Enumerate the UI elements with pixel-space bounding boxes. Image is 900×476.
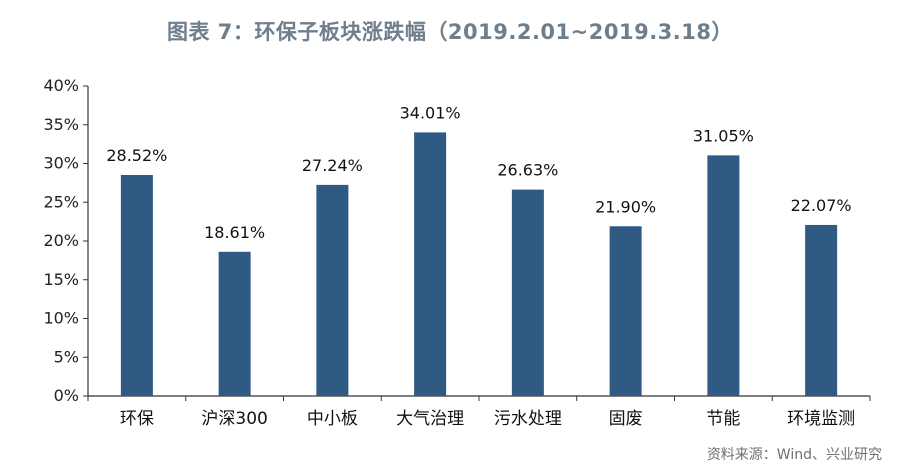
bars — [120, 132, 838, 397]
y-axis-ticks: 0% 5% 10% 15% 20% 25% 30% 35% 40% — [43, 76, 88, 405]
bar — [218, 251, 251, 396]
bar — [511, 189, 544, 396]
chart-title: 图表 7：环保子板块涨跌幅（2019.2.01~2019.3.18） — [167, 20, 733, 44]
category-label: 污水处理 — [494, 409, 562, 429]
y-tick-label: 35% — [43, 115, 79, 134]
category-label: 中小板 — [307, 409, 358, 429]
data-label: 18.61% — [204, 223, 265, 242]
category-label: 大气治理 — [396, 409, 464, 429]
data-label: 28.52% — [106, 146, 167, 165]
bar — [707, 155, 740, 396]
bar — [609, 226, 642, 396]
data-label: 26.63% — [497, 161, 558, 180]
category-label: 节能 — [706, 409, 740, 429]
bar — [316, 184, 349, 396]
source-note: 资料来源：Wind、兴业研究 — [706, 447, 882, 463]
y-tick-label: 25% — [43, 192, 79, 211]
data-label: 31.05% — [693, 126, 754, 145]
y-tick-label: 40% — [43, 76, 79, 95]
data-label: 34.01% — [400, 103, 461, 122]
category-label: 环境监测 — [787, 409, 855, 429]
category-label: 环保 — [120, 409, 154, 429]
data-label: 27.24% — [302, 156, 363, 175]
bar — [414, 132, 447, 397]
y-tick-label: 0% — [54, 386, 79, 405]
data-label: 21.90% — [595, 197, 656, 216]
y-tick-label: 5% — [54, 347, 79, 366]
bar — [805, 224, 838, 396]
y-tick-label: 30% — [43, 154, 79, 173]
y-tick-label: 20% — [43, 231, 79, 250]
data-labels: 28.52% 18.61% 27.24% 34.01% 26.63% 21.90% 31.0… — [106, 103, 851, 241]
data-label: 22.07% — [791, 196, 852, 215]
x-axis-labels: 环保 沪深300 中小板 大气治理 污水处理 固废 节能 环境监测 — [120, 409, 855, 429]
y-tick-label: 15% — [43, 270, 79, 289]
category-label: 沪深300 — [201, 409, 267, 429]
category-label: 固废 — [609, 409, 643, 429]
y-tick-label: 10% — [43, 309, 79, 328]
bar — [120, 174, 153, 396]
